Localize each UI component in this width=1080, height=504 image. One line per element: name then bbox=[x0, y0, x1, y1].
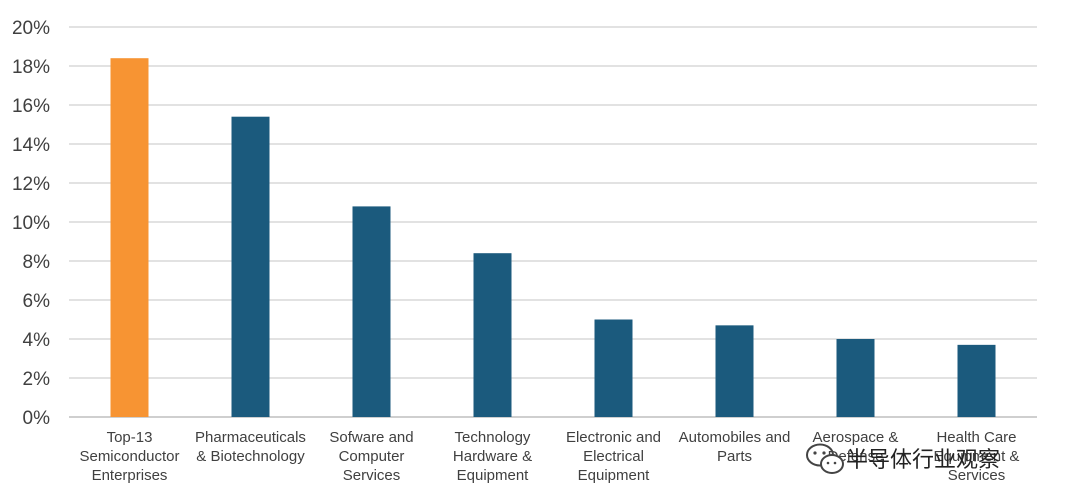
category-label-line: Parts bbox=[717, 448, 752, 465]
bar bbox=[957, 344, 996, 417]
watermark-text: 半导体行业观察 bbox=[846, 448, 1000, 473]
category-label-line: Aerospace & bbox=[813, 429, 899, 446]
category-label: Top-13 Semiconductor Enterprises bbox=[79, 429, 179, 484]
category-label-line: Services bbox=[948, 467, 1006, 484]
category-label-line: Electronic and bbox=[566, 429, 661, 446]
category-label-line: Electrical bbox=[583, 448, 644, 465]
category-label-line: & Biotechnology bbox=[196, 448, 305, 465]
bar bbox=[110, 58, 149, 417]
category-label-line: Automobiles and bbox=[679, 429, 791, 446]
category-label-line: Computer bbox=[339, 448, 405, 465]
wechat-icon bbox=[806, 443, 844, 474]
category-label-line: Equipment bbox=[457, 467, 530, 484]
bar bbox=[231, 116, 270, 417]
category-label-line: Technology bbox=[455, 429, 531, 446]
x-axis-categories: Top-13 Semiconductor Enterprises Pharmaceut… bbox=[79, 429, 1019, 484]
category-label: Health Care Equipment & Services bbox=[934, 429, 1020, 484]
category-label-line: Hardware & bbox=[453, 448, 532, 465]
bar bbox=[594, 319, 633, 417]
y-tick-label: 6% bbox=[23, 291, 51, 312]
bar bbox=[473, 253, 512, 417]
gridlines bbox=[69, 26, 1037, 418]
category-label-line: Pharmaceuticals bbox=[195, 429, 306, 446]
y-tick-label: 0% bbox=[23, 408, 51, 429]
y-tick-label: 12% bbox=[12, 174, 50, 195]
category-label-line: Health Care bbox=[936, 429, 1016, 446]
bar bbox=[836, 339, 875, 417]
category-label-line: Equipment bbox=[578, 467, 651, 484]
category-label-line: Semiconductor bbox=[79, 448, 179, 465]
y-tick-label: 4% bbox=[23, 330, 51, 351]
category-label: Sofware and Computer Services bbox=[329, 429, 413, 484]
watermark: 半导体行业观察 bbox=[806, 443, 1000, 474]
category-label: Technology Hardware & Equipment bbox=[453, 429, 532, 484]
category-label: Automobiles and Parts bbox=[679, 429, 791, 465]
category-label: Electronic and Electrical Equipment bbox=[566, 429, 661, 484]
y-tick-label: 10% bbox=[12, 213, 50, 234]
y-tick-label: 16% bbox=[12, 96, 50, 117]
y-axis-ticks: 0% 2% 4% 6% 8% 10% 12% 14% 16% 18% 20% bbox=[12, 18, 50, 429]
category-label-line: Enterprises bbox=[92, 467, 168, 484]
y-tick-label: 2% bbox=[23, 369, 51, 390]
y-tick-label: 18% bbox=[12, 57, 50, 78]
bar bbox=[352, 206, 391, 417]
category-label-line: Equipment & bbox=[934, 448, 1020, 465]
category-label-line: Services bbox=[343, 467, 401, 484]
y-tick-label: 14% bbox=[12, 135, 50, 156]
category-label-line: Sofware and bbox=[329, 429, 413, 446]
bars bbox=[110, 58, 996, 417]
bar bbox=[715, 325, 754, 417]
category-label: Pharmaceuticals & Biotechnology bbox=[195, 429, 306, 465]
category-label: Aerospace & Defense bbox=[813, 429, 899, 465]
y-tick-label: 8% bbox=[23, 252, 51, 273]
y-tick-label: 20% bbox=[12, 18, 50, 39]
category-label-line: Top-13 bbox=[107, 429, 153, 446]
